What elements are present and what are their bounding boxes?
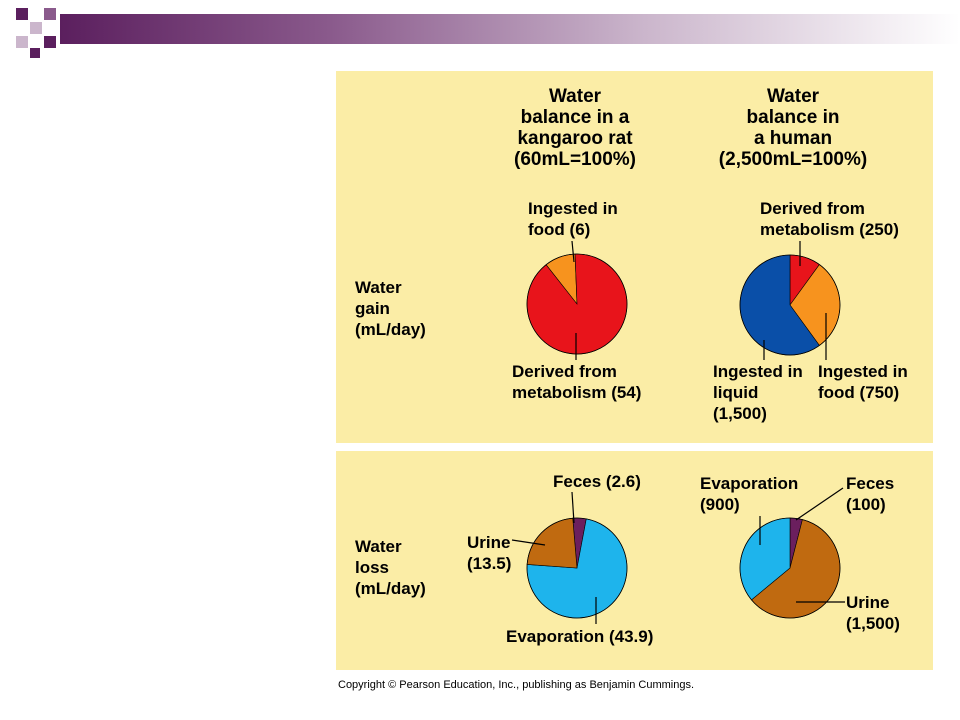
pie-human-loss-outline <box>739 517 841 619</box>
label-rat-gain-food: Ingested in food (6) <box>528 199 618 239</box>
label-rat-loss-feces: Feces (2.6) <box>553 472 641 491</box>
title-gradient-bar <box>60 14 960 44</box>
label-rat-loss-evaporation: Evaporation (43.9) <box>506 627 654 646</box>
leader-line <box>511 539 546 546</box>
leader-line <box>795 487 844 521</box>
deco-square <box>16 8 28 20</box>
pie-human-gain-outline <box>739 254 841 356</box>
deco-square <box>44 36 56 48</box>
label-rat-gain-metabolism: Derived from metabolism (54) <box>512 362 642 402</box>
leader-line <box>571 491 575 524</box>
label-human-gain-food: Ingested in food (750) <box>818 362 908 402</box>
copyright-text: Copyright © Pearson Education, Inc., pub… <box>338 679 695 691</box>
label-human-loss-urine: Urine (1,500) <box>846 593 900 633</box>
leader-line <box>571 240 575 263</box>
deco-square <box>30 48 40 58</box>
row-label-water-loss: Water loss (mL/day) <box>355 537 426 598</box>
deco-square <box>16 36 28 48</box>
label-human-gain-liquid: Ingested in liquid (1,500) <box>713 362 803 423</box>
header-kangaroo-rat: Water balance in a kangaroo rat (60mL=10… <box>514 86 636 170</box>
water-gain-panel <box>336 71 933 443</box>
row-label-water-gain: Water gain (mL/day) <box>355 278 426 339</box>
pie-rat-gain-outline <box>526 253 628 355</box>
deco-square <box>44 8 56 20</box>
pie-rat-gain-slice-1 <box>526 253 628 355</box>
label-human-loss-evaporation: Evaporation (900) <box>700 474 799 514</box>
pie-rat-loss-outline <box>526 517 628 619</box>
label-rat-loss-urine: Urine (13.5) <box>467 533 512 573</box>
label-human-gain-metabolism: Derived from metabolism (250) <box>760 199 899 239</box>
header-human: Water balance in a human (2,500mL=100%) <box>718 86 868 170</box>
deco-square <box>30 22 42 34</box>
label-human-loss-feces: Feces (100) <box>846 474 895 514</box>
